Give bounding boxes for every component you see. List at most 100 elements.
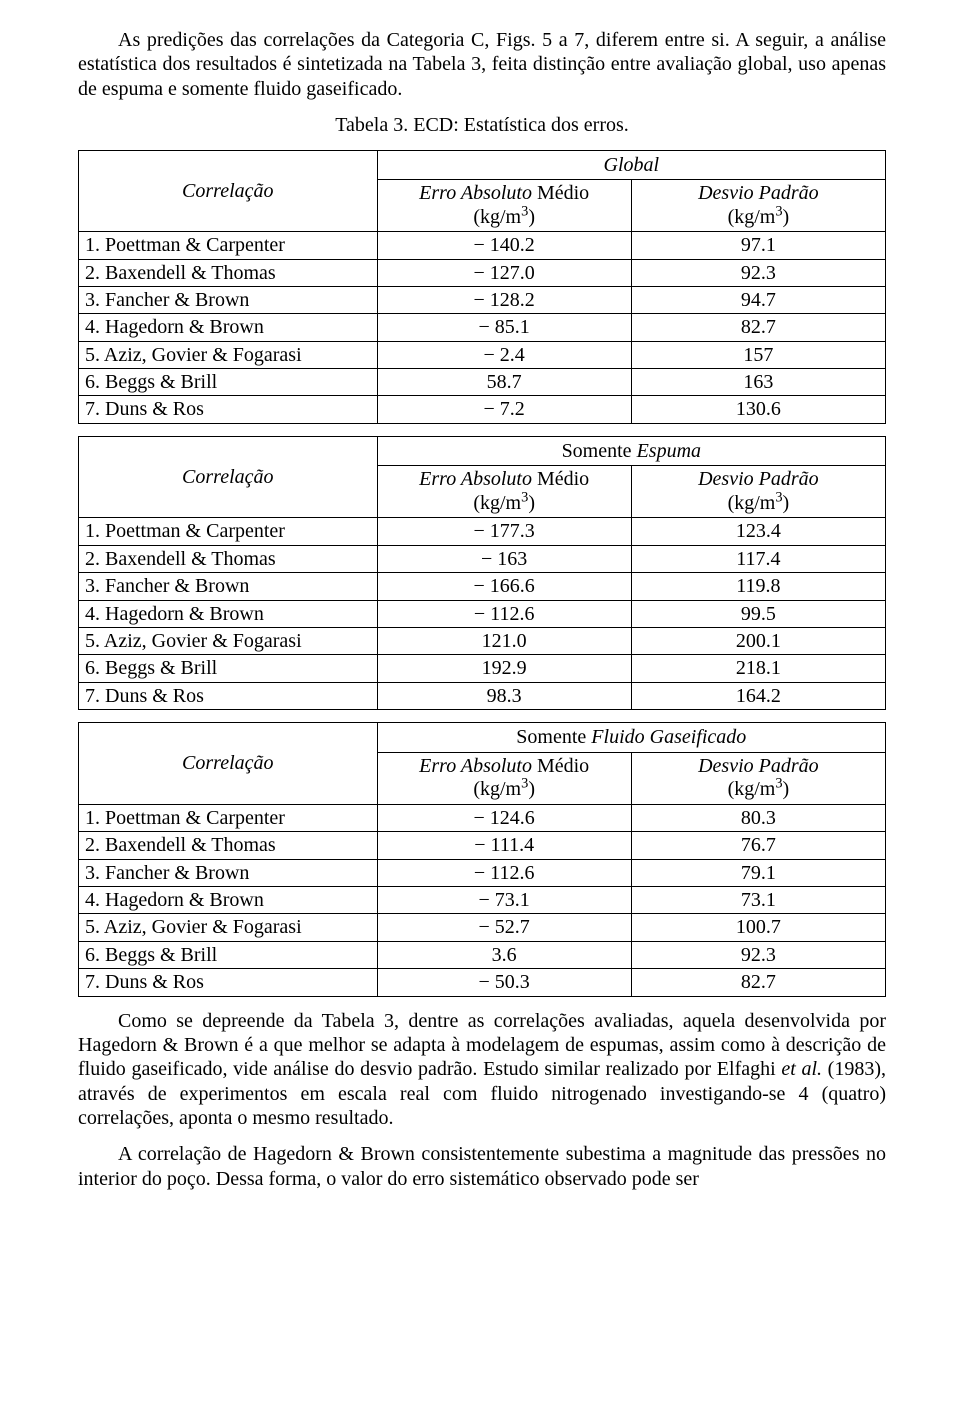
outro-paragraph-1: Como se depreende da Tabela 3, dentre as… [78,1009,886,1131]
row-label: 5. Aziz, Govier & Fogarasi [79,914,378,941]
row-desvio-value: 100.7 [631,914,885,941]
col-desvio-header: Desvio Padrão(kg/m3) [631,179,885,231]
row-desvio-value: 117.4 [631,545,885,572]
row-desvio-value: 123.4 [631,518,885,545]
stat-table-0: CorrelaçãoGlobalErro Absoluto Médio(kg/m… [78,150,886,424]
row-label: 2. Baxendell & Thomas [79,832,378,859]
row-label: 3. Fancher & Brown [79,286,378,313]
table-row: 5. Aziz, Govier & Fogarasi− 52.7100.7 [79,914,886,941]
row-label: 7. Duns & Ros [79,969,378,996]
row-erro-value: − 50.3 [377,969,631,996]
row-label: 4. Hagedorn & Brown [79,886,378,913]
table-row: 4. Hagedorn & Brown− 85.182.7 [79,314,886,341]
correlacao-header: Correlação [79,723,378,805]
table-row: 2. Baxendell & Thomas− 111.476.7 [79,832,886,859]
section-title: Somente Espuma [377,436,885,465]
row-label: 6. Beggs & Brill [79,941,378,968]
table-row: 3. Fancher & Brown− 128.294.7 [79,286,886,313]
stat-table-1: CorrelaçãoSomente EspumaErro Absoluto Mé… [78,436,886,710]
row-label: 1. Poettman & Carpenter [79,804,378,831]
row-label: 7. Duns & Ros [79,682,378,709]
row-desvio-value: 92.3 [631,941,885,968]
table-row: 7. Duns & Ros− 50.382.7 [79,969,886,996]
row-erro-value: 121.0 [377,628,631,655]
table-row: 7. Duns & Ros− 7.2130.6 [79,396,886,423]
row-desvio-value: 119.8 [631,573,885,600]
row-label: 2. Baxendell & Thomas [79,259,378,286]
col-erro-header: Erro Absoluto Médio(kg/m3) [377,466,631,518]
row-erro-value: 58.7 [377,369,631,396]
table-row: 5. Aziz, Govier & Fogarasi121.0200.1 [79,628,886,655]
row-label: 2. Baxendell & Thomas [79,545,378,572]
row-label: 3. Fancher & Brown [79,573,378,600]
table-row: 1. Poettman & Carpenter− 177.3123.4 [79,518,886,545]
row-label: 4. Hagedorn & Brown [79,600,378,627]
row-erro-value: − 85.1 [377,314,631,341]
row-label: 6. Beggs & Brill [79,369,378,396]
row-desvio-value: 163 [631,369,885,396]
row-erro-value: − 124.6 [377,804,631,831]
row-desvio-value: 99.5 [631,600,885,627]
row-label: 3. Fancher & Brown [79,859,378,886]
table-row: 6. Beggs & Brill58.7163 [79,369,886,396]
table-row: 2. Baxendell & Thomas− 127.092.3 [79,259,886,286]
section-title: Global [377,150,885,179]
outro-paragraph-2: A correlação de Hagedorn & Brown consist… [78,1142,886,1191]
row-desvio-value: 130.6 [631,396,885,423]
row-desvio-value: 76.7 [631,832,885,859]
table-row: 3. Fancher & Brown− 166.6119.8 [79,573,886,600]
row-erro-value: − 177.3 [377,518,631,545]
stat-table-2: CorrelaçãoSomente Fluido GaseificadoErro… [78,722,886,996]
row-erro-value: 98.3 [377,682,631,709]
table-row: 2. Baxendell & Thomas− 163117.4 [79,545,886,572]
row-erro-value: − 111.4 [377,832,631,859]
row-label: 1. Poettman & Carpenter [79,518,378,545]
row-erro-value: − 73.1 [377,886,631,913]
row-erro-value: − 2.4 [377,341,631,368]
table-row: 4. Hagedorn & Brown− 112.699.5 [79,600,886,627]
row-desvio-value: 157 [631,341,885,368]
row-desvio-value: 80.3 [631,804,885,831]
row-label: 4. Hagedorn & Brown [79,314,378,341]
table-row: 5. Aziz, Govier & Fogarasi− 2.4157 [79,341,886,368]
correlacao-header: Correlação [79,150,378,232]
col-desvio-header: Desvio Padrão(kg/m3) [631,752,885,804]
row-erro-value: − 7.2 [377,396,631,423]
table-row: 6. Beggs & Brill192.9218.1 [79,655,886,682]
row-desvio-value: 82.7 [631,969,885,996]
row-desvio-value: 94.7 [631,286,885,313]
col-erro-header: Erro Absoluto Médio(kg/m3) [377,179,631,231]
row-erro-value: 192.9 [377,655,631,682]
row-erro-value: − 112.6 [377,600,631,627]
row-desvio-value: 92.3 [631,259,885,286]
row-label: 7. Duns & Ros [79,396,378,423]
col-desvio-header: Desvio Padrão(kg/m3) [631,466,885,518]
row-label: 1. Poettman & Carpenter [79,232,378,259]
row-erro-value: − 52.7 [377,914,631,941]
table-row: 1. Poettman & Carpenter− 140.297.1 [79,232,886,259]
table-row: 6. Beggs & Brill3.692.3 [79,941,886,968]
row-desvio-value: 97.1 [631,232,885,259]
row-label: 5. Aziz, Govier & Fogarasi [79,341,378,368]
row-label: 5. Aziz, Govier & Fogarasi [79,628,378,655]
table-row: 3. Fancher & Brown− 112.679.1 [79,859,886,886]
row-desvio-value: 164.2 [631,682,885,709]
row-desvio-value: 79.1 [631,859,885,886]
outro1-pre: Como se depreende da Tabela 3, dentre as… [78,1010,886,1081]
table-row: 1. Poettman & Carpenter− 124.680.3 [79,804,886,831]
col-erro-header: Erro Absoluto Médio(kg/m3) [377,752,631,804]
row-erro-value: 3.6 [377,941,631,968]
row-erro-value: − 127.0 [377,259,631,286]
tables-container: CorrelaçãoGlobalErro Absoluto Médio(kg/m… [78,150,886,997]
section-title: Somente Fluido Gaseificado [377,723,885,752]
row-desvio-value: 218.1 [631,655,885,682]
row-desvio-value: 82.7 [631,314,885,341]
table-row: 7. Duns & Ros98.3164.2 [79,682,886,709]
table-row: 4. Hagedorn & Brown− 73.173.1 [79,886,886,913]
row-desvio-value: 200.1 [631,628,885,655]
outro1-italic: et al. [781,1058,822,1080]
row-desvio-value: 73.1 [631,886,885,913]
correlacao-header: Correlação [79,436,378,518]
row-erro-value: − 166.6 [377,573,631,600]
row-erro-value: − 112.6 [377,859,631,886]
